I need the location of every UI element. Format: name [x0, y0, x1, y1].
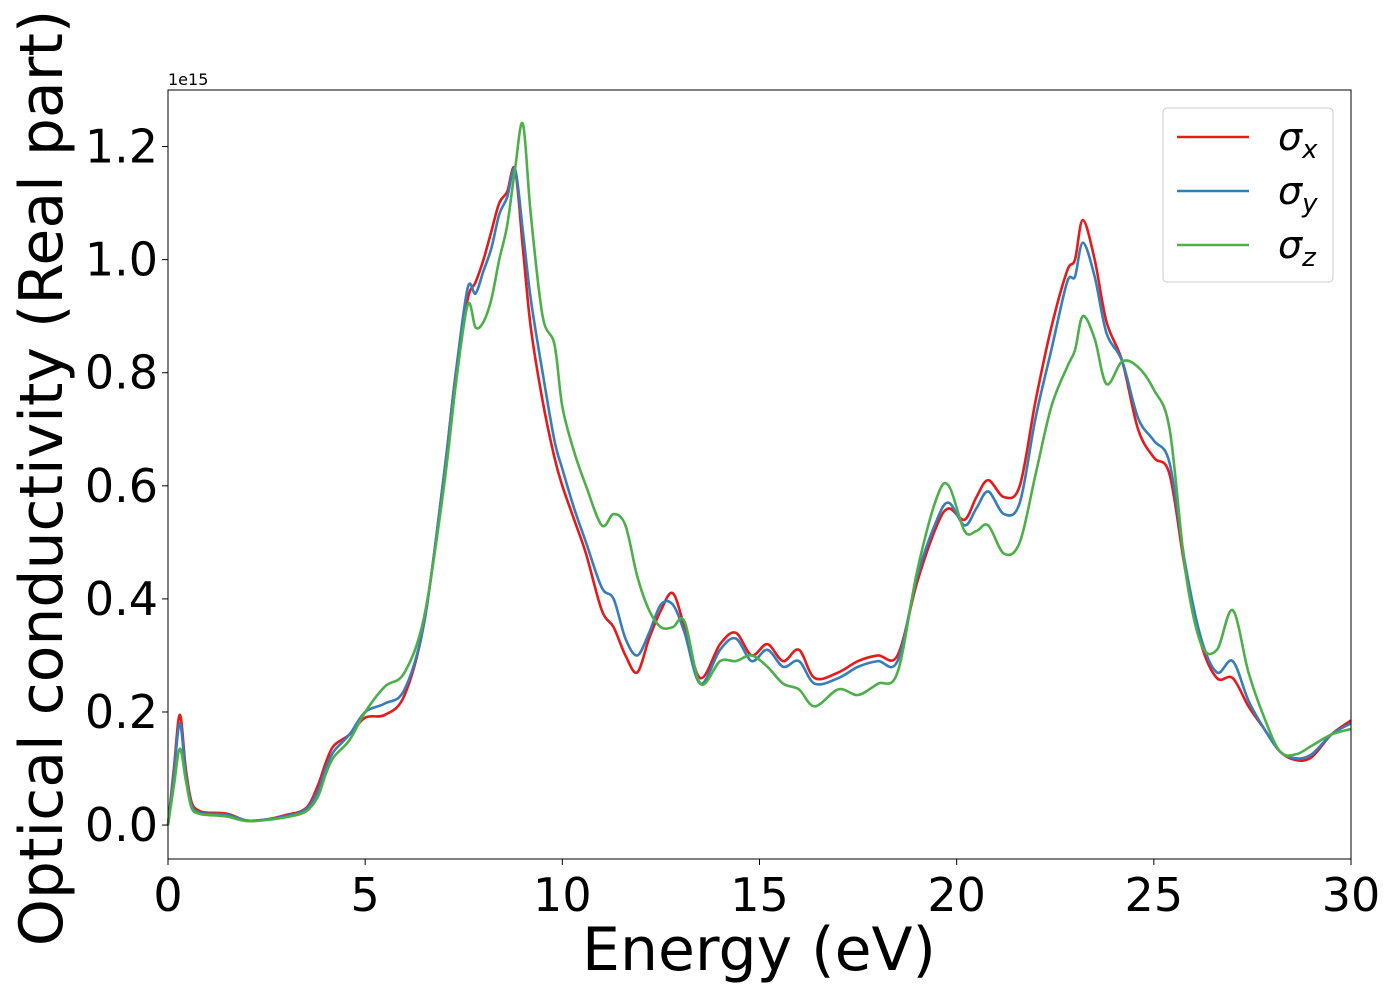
y-tick-label: 1.0	[85, 233, 158, 287]
series-lines	[166, 121, 1352, 826]
x-tick-label: 0	[153, 868, 182, 922]
axis-ticks: 0 5 10 15 20 25 30 0.0 0.2 0.4 0.6 0.8 1.0 1.2	[85, 120, 1380, 922]
legend-label-y: σy	[1278, 169, 1318, 219]
x-axis-label: Energy (eV)	[582, 915, 936, 985]
x-tick-label: 30	[1322, 868, 1381, 922]
x-tick-label: 10	[533, 868, 592, 922]
x-tick-label: 5	[351, 868, 380, 922]
series-line-z	[166, 121, 1352, 826]
y-axis-offset-text: 1e15	[168, 70, 208, 89]
y-tick-label: 0.8	[85, 346, 158, 400]
y-tick-label: 0.0	[85, 798, 158, 852]
x-tick-label: 20	[927, 868, 986, 922]
y-tick-label: 0.6	[85, 459, 158, 513]
x-tick-label: 25	[1125, 868, 1184, 922]
legend-label-z: σz	[1278, 223, 1317, 273]
legend-box	[1162, 107, 1334, 283]
series-line-y	[166, 167, 1352, 826]
y-tick-label: 0.2	[85, 685, 158, 739]
x-tick-label: 15	[730, 868, 789, 922]
legend-label-x: σx	[1278, 115, 1318, 165]
y-tick-label: 1.2	[85, 120, 158, 174]
y-tick-label: 0.4	[85, 572, 158, 626]
y-axis-label: Optical conductivity (Real part)	[7, 10, 77, 947]
